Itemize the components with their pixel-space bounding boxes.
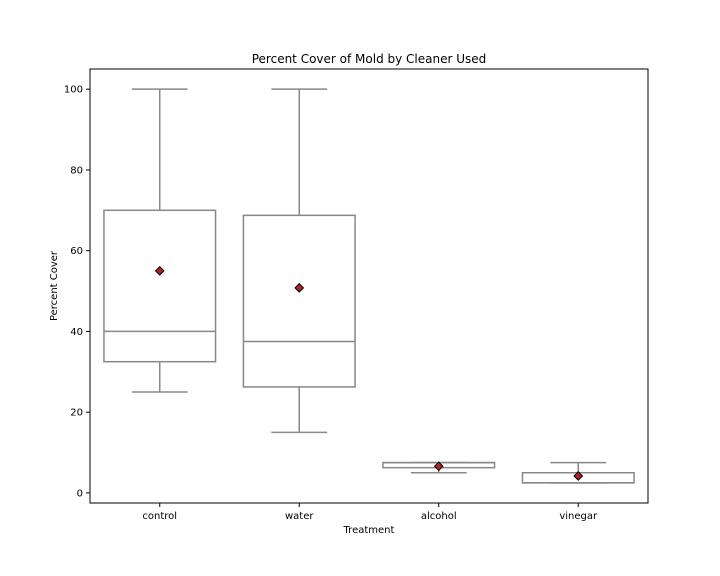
y-tick-label: 100 [64,85,83,96]
box-vinegar [521,461,635,484]
mean-marker [433,461,444,472]
y-tick-label: 40 [70,327,83,338]
axes-frame [89,68,649,504]
chart-title: Percent Cover of Mold by Cleaner Used [252,52,487,66]
x-axis: control water alcohol vinegar [142,503,598,522]
box-alcohol [382,461,496,474]
box-iqr [103,209,217,363]
y-tick-label: 0 [77,488,83,499]
y-tick-label: 80 [70,165,83,176]
mean-marker [573,471,584,481]
plot-area [103,88,635,484]
x-tick-label-alcohol: alcohol [421,511,457,522]
box-iqr [242,214,356,388]
x-tick-label-water: water [285,511,314,522]
x-tick-label-control: control [142,511,177,522]
box-control [103,88,217,393]
y-axis-title: Percent Cover [49,250,60,321]
y-tick-label: 60 [70,246,83,257]
mean-marker [294,282,305,293]
box-water [242,88,356,434]
y-axis: 0 20 40 60 80 100 [64,85,90,499]
mean-marker [154,265,165,276]
y-tick-label: 20 [70,408,83,419]
x-axis-title: Treatment [343,525,395,536]
x-tick-label-vinegar: vinegar [559,511,598,522]
